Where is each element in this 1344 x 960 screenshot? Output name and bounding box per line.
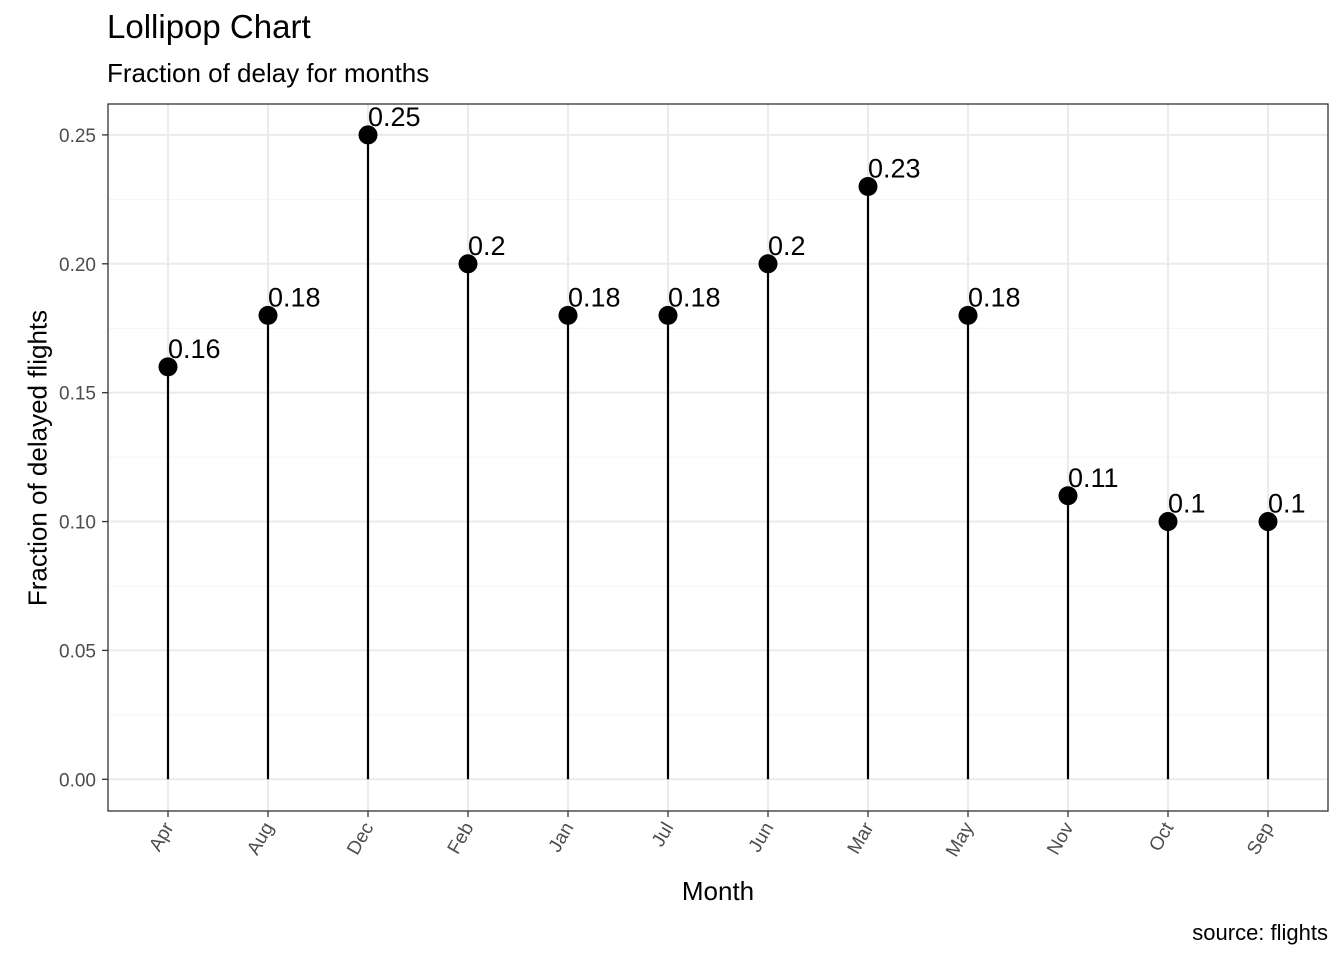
lollipop-dot: [758, 254, 778, 274]
y-tick-label: 0.25: [59, 126, 96, 147]
x-tick-label: Sep: [1243, 819, 1278, 859]
data-label: 0.18: [968, 282, 1021, 312]
y-tick-label: 0.00: [59, 770, 96, 791]
y-axis-title: Fraction of delayed flights: [22, 309, 53, 607]
data-label: 0.18: [268, 282, 321, 312]
lollipop-dot: [458, 254, 478, 274]
y-axis: 0.00 0.05 0.10 0.15 0.20 0.25: [59, 126, 108, 791]
lollipop-dot: [958, 305, 978, 325]
x-axis-title: Month: [681, 876, 755, 906]
x-tick-label: Jan: [545, 819, 579, 856]
y-tick-label: 0.15: [59, 384, 96, 405]
lollipop-dot: [158, 357, 178, 377]
data-label: 0.2: [468, 231, 506, 261]
data-label: 0.1: [1268, 489, 1306, 519]
x-tick-label: Jun: [745, 819, 779, 856]
y-tick-label: 0.20: [59, 255, 96, 276]
panel-border: [107, 103, 1329, 812]
lollipop-dot: [558, 305, 578, 325]
lollipop-stems: [166, 134, 1270, 780]
x-tick-label: Feb: [444, 819, 479, 858]
x-axis: Apr Aug Dec Feb Jan Jul Jun Mar May Nov Oct Sep: [145, 811, 1278, 861]
x-tick-label: May: [942, 819, 978, 861]
lollipop-dot: [858, 176, 878, 196]
lollipop-dot: [658, 305, 678, 325]
x-tick-label: Aug: [243, 819, 278, 859]
data-label: 0.2: [768, 231, 806, 261]
data-label: 0.18: [568, 282, 621, 312]
chart-title: Lollipop Chart: [107, 8, 311, 45]
data-label: 0.1: [1168, 489, 1206, 519]
data-label: 0.18: [668, 282, 721, 312]
lollipop-dot: [1158, 512, 1178, 532]
data-label: 0.11: [1068, 463, 1119, 493]
y-tick-label: 0.10: [59, 513, 96, 534]
x-tick-label: Mar: [844, 818, 879, 857]
data-labels: 0.16 0.18 0.25 0.2 0.18 0.18 0.2 0.23 0.18 0.11 0.…: [168, 102, 1306, 519]
chart-caption: source: flights: [1192, 920, 1328, 945]
chart-subtitle: Fraction of delay for months: [107, 58, 430, 88]
x-tick-label: Apr: [145, 818, 178, 855]
y-tick-label: 0.05: [59, 641, 96, 662]
lollipop-dot: [1258, 512, 1278, 532]
lollipop-dot: [258, 305, 278, 325]
lollipop-dot: [1058, 486, 1078, 506]
x-tick-label: Dec: [343, 819, 378, 859]
data-label: 0.16: [168, 334, 221, 364]
lollipop-dots: [158, 125, 1278, 532]
data-label: 0.23: [868, 153, 921, 183]
x-tick-label: Jul: [648, 819, 678, 851]
x-tick-label: Nov: [1043, 819, 1078, 859]
lollipop-dot: [358, 125, 378, 145]
x-tick-label: Oct: [1145, 818, 1178, 855]
minor-gridlines: [108, 198, 1328, 716]
data-label: 0.25: [368, 102, 421, 132]
